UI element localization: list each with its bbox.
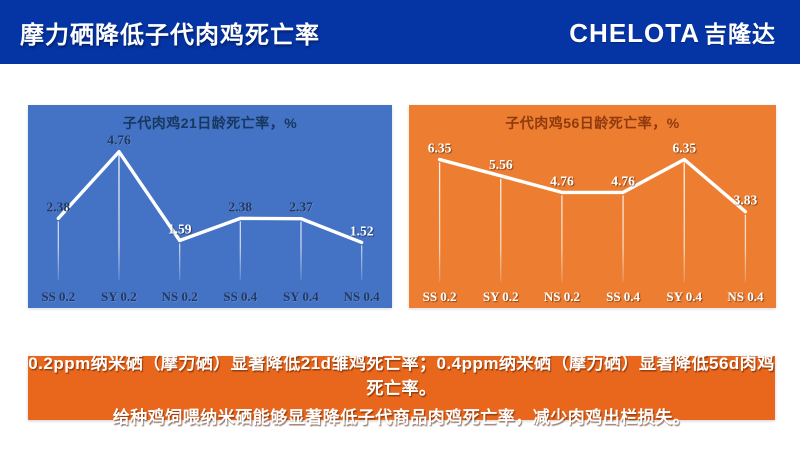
data-label: 6.35: [672, 140, 696, 155]
x-tick-label: NS 0.2: [544, 289, 580, 304]
series-line: [56, 150, 364, 245]
x-tick-label: NS 0.2: [162, 289, 198, 304]
data-label: 2.38: [229, 199, 253, 214]
series-line: [437, 157, 748, 214]
header-bar: 摩力硒降低子代肉鸡死亡率 CHELOTA 吉隆达: [0, 0, 800, 64]
summary-banner: 0.2ppm纳米硒（摩力硒）显著降低21d雏鸡死亡率；0.4ppm纳米硒（摩力硒…: [28, 354, 775, 427]
x-tick-label: SS 0.2: [41, 289, 75, 304]
brand-logo-latin: CHELOTA: [569, 18, 700, 48]
data-label: 1.59: [168, 221, 192, 236]
x-tick-label: SS 0.4: [606, 289, 640, 304]
data-label: 5.56: [489, 157, 513, 172]
page-title: 摩力硒降低子代肉鸡死亡率: [20, 21, 320, 49]
chart-title-21d: 子代肉鸡21日龄死亡率，%: [122, 115, 298, 131]
x-tick-label: NS 0.4: [344, 289, 381, 304]
brand-logo: CHELOTA 吉隆达: [569, 15, 776, 49]
data-label: 4.76: [611, 173, 635, 188]
data-label: 2.37: [289, 200, 313, 215]
chart-panel-21d-mortality: 2.38 4.76 1.59 2.38 2.37 1.52 SS 0.2 SY 0.2 NS 0…: [28, 105, 392, 308]
line-chart-56d-mortality: 6.35 5.56 4.76 4.76 6.35 3.83 SS 0.2 SY 0.2 NS 0…: [423, 140, 764, 304]
data-label: 2.38: [47, 199, 71, 214]
data-label: 6.35: [428, 140, 452, 155]
x-tick-label: SY 0.4: [283, 289, 319, 304]
summary-line-2: 给种鸡饲喂纳米硒能够显著降低子代商品肉鸡死亡率，减少肉鸡出栏损失。: [112, 407, 691, 427]
line-chart-21d-mortality: 2.38 4.76 1.59 2.38 2.37 1.52 SS 0.2 SY 0.2 NS 0…: [41, 133, 381, 304]
brand-logo-cjk: 吉隆达: [704, 21, 776, 47]
x-tick-label: SY 0.2: [483, 289, 519, 304]
chart-title-56d: 子代肉鸡56日龄死亡率，%: [505, 115, 680, 131]
chart-panel-56d-mortality: 6.35 5.56 4.76 4.76 6.35 3.83 SS 0.2 SY 0.2 NS 0…: [409, 105, 776, 308]
data-label: 4.76: [550, 173, 574, 188]
x-tick-label: SS 0.4: [223, 289, 257, 304]
x-tick-label: SY 0.4: [666, 289, 702, 304]
data-label: 3.83: [734, 193, 758, 208]
summary-line-1: 0.2ppm纳米硒（摩力硒）显著降低21d雏鸡死亡率；0.4ppm纳米硒（摩力硒…: [28, 353, 775, 398]
x-tick-label: NS 0.4: [727, 289, 764, 304]
x-tick-label: SS 0.2: [423, 289, 457, 304]
data-label: 4.76: [107, 133, 131, 148]
data-label: 1.52: [350, 223, 374, 238]
x-tick-label: SY 0.2: [101, 289, 137, 304]
